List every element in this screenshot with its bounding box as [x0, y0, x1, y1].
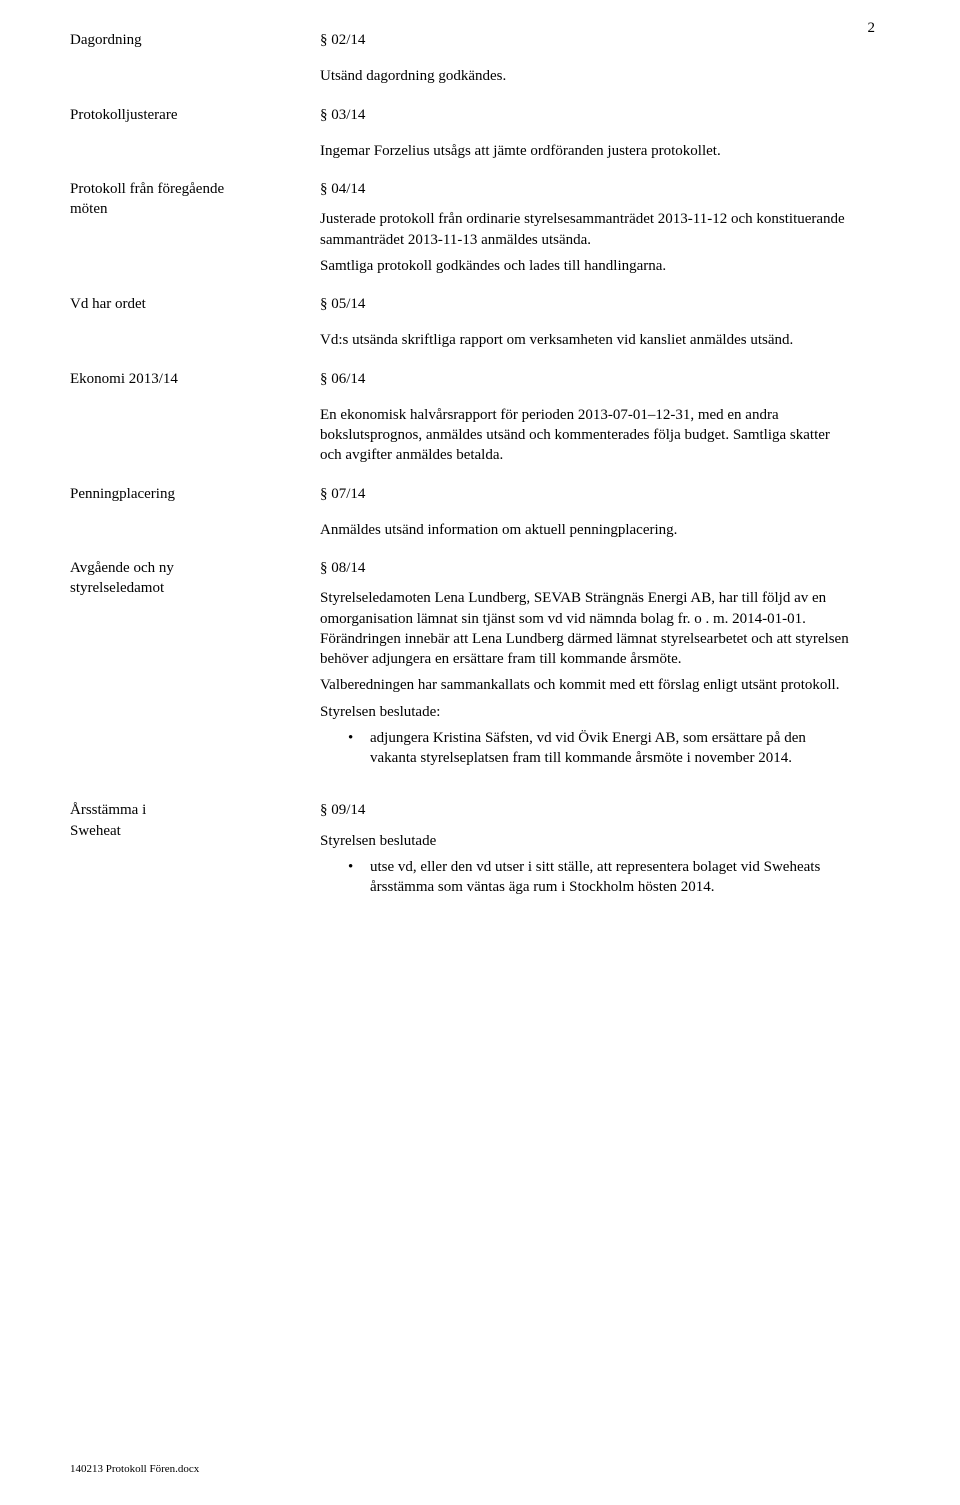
entry-label-line2: Sweheat	[70, 823, 121, 839]
document-page: 2 Dagordning § 02/14 Utsänd dagordning g…	[0, 0, 960, 1505]
section-ref: § 04/14	[320, 179, 850, 199]
entry-dagordning-body: Utsänd dagordning godkändes.	[70, 66, 850, 86]
entry-penning-body: Anmäldes utsänd information om aktuell p…	[70, 520, 850, 540]
entry-ekonomi-header: Ekonomi 2013/14 § 06/14	[70, 369, 850, 399]
entry-penning-header: Penningplacering § 07/14	[70, 484, 850, 514]
entry-label: Protokolljusterare	[70, 105, 320, 135]
entry-label-line1: Avgående och ny	[70, 560, 174, 576]
entry-label-line2: styrelseledamot	[70, 580, 164, 596]
spacer	[70, 141, 320, 161]
entry-avgaende-header: Avgående och ny styrelseledamot § 08/14 …	[70, 558, 850, 669]
entry-body-p2: Samtliga protokoll godkändes och lades t…	[320, 256, 850, 276]
entry-body: En ekonomisk halvårsrapport för perioden…	[320, 405, 850, 466]
section-ref: § 02/14	[320, 30, 850, 50]
entry-body-p3: Styrelsen beslutade:	[320, 702, 850, 722]
bullet-list: adjungera Kristina Säfsten, vd vid Övik …	[320, 728, 850, 769]
entry-label: Penningplacering	[70, 484, 320, 514]
entry-dagordning-header: Dagordning § 02/14	[70, 30, 850, 60]
entry-vd-header: Vd har ordet § 05/14	[70, 294, 850, 324]
spacer	[70, 520, 320, 540]
entry-ekonomi-body: En ekonomisk halvårsrapport för perioden…	[70, 405, 850, 466]
spacer	[70, 728, 320, 783]
entry-label: Avgående och ny styrelseledamot	[70, 558, 320, 669]
entry-protokolljusterare-header: Protokolljusterare § 03/14	[70, 105, 850, 135]
section-ref: § 03/14	[320, 105, 850, 125]
entry-arsstamma-bullets: utse vd, eller den vd utser i sitt ställ…	[70, 857, 850, 912]
bullet-wrap: utse vd, eller den vd utser i sitt ställ…	[320, 857, 850, 912]
spacer	[70, 330, 320, 350]
entry-right: § 09/14 Styrelsen beslutade	[320, 800, 850, 851]
entry-right: § 08/14 Styrelseledamoten Lena Lundberg,…	[320, 558, 850, 669]
section-ref: § 07/14	[320, 484, 850, 504]
entry-arsstamma-header: Årsstämma i Sweheat § 09/14 Styrelsen be…	[70, 800, 850, 851]
entry-label: Dagordning	[70, 30, 320, 60]
bullet-item: adjungera Kristina Säfsten, vd vid Övik …	[348, 728, 850, 769]
bullet-list: utse vd, eller den vd utser i sitt ställ…	[320, 857, 850, 898]
spacer	[70, 66, 320, 86]
spacer	[70, 256, 320, 276]
entry-body-p1: Justerade protokoll från ordinarie styre…	[320, 209, 850, 250]
section-ref: § 09/14	[320, 800, 850, 820]
spacer	[70, 675, 320, 695]
entry-protokoll-foregaende-body2: Samtliga protokoll godkändes och lades t…	[70, 256, 850, 276]
entry-body-p2: Valberedningen har sammankallats och kom…	[320, 675, 850, 695]
entry-label: Protokoll från föregående möten	[70, 179, 320, 250]
section-ref: § 05/14	[320, 294, 850, 314]
page-number: 2	[868, 18, 876, 38]
entry-label: Vd har ordet	[70, 294, 320, 324]
entry-body: Vd:s utsända skriftliga rapport om verks…	[320, 330, 850, 350]
entry-body-p1: Styrelsen beslutade	[320, 831, 850, 851]
entry-avgaende-p3: Styrelsen beslutade:	[70, 702, 850, 722]
entry-protokolljusterare-body: Ingemar Forzelius utsågs att jämte ordfö…	[70, 141, 850, 161]
section-ref: § 08/14	[320, 558, 850, 578]
footer-filename: 140213 Protokoll Fören.docx	[70, 1462, 199, 1477]
entry-body: Ingemar Forzelius utsågs att jämte ordfö…	[320, 141, 850, 161]
spacer	[70, 857, 320, 912]
entry-label-line2: möten	[70, 201, 108, 217]
bullet-item: utse vd, eller den vd utser i sitt ställ…	[348, 857, 850, 898]
entry-label-line1: Protokoll från föregående	[70, 181, 224, 197]
entry-body: Anmäldes utsänd information om aktuell p…	[320, 520, 850, 540]
entry-body-p1: Styrelseledamoten Lena Lundberg, SEVAB S…	[320, 588, 850, 669]
entry-avgaende-bullets: adjungera Kristina Säfsten, vd vid Övik …	[70, 728, 850, 783]
spacer	[70, 405, 320, 466]
entry-protokoll-foregaende-header: Protokoll från föregående möten § 04/14 …	[70, 179, 850, 250]
entry-label: Ekonomi 2013/14	[70, 369, 320, 399]
spacer	[70, 702, 320, 722]
section-ref: § 06/14	[320, 369, 850, 389]
entry-label-line1: Årsstämma i	[70, 802, 146, 818]
entry-body: Utsänd dagordning godkändes.	[320, 66, 850, 86]
entry-right: § 04/14 Justerade protokoll från ordinar…	[320, 179, 850, 250]
entry-avgaende-p2: Valberedningen har sammankallats och kom…	[70, 675, 850, 695]
bullet-wrap: adjungera Kristina Säfsten, vd vid Övik …	[320, 728, 850, 783]
entry-vd-body: Vd:s utsända skriftliga rapport om verks…	[70, 330, 850, 350]
entry-label: Årsstämma i Sweheat	[70, 800, 320, 851]
